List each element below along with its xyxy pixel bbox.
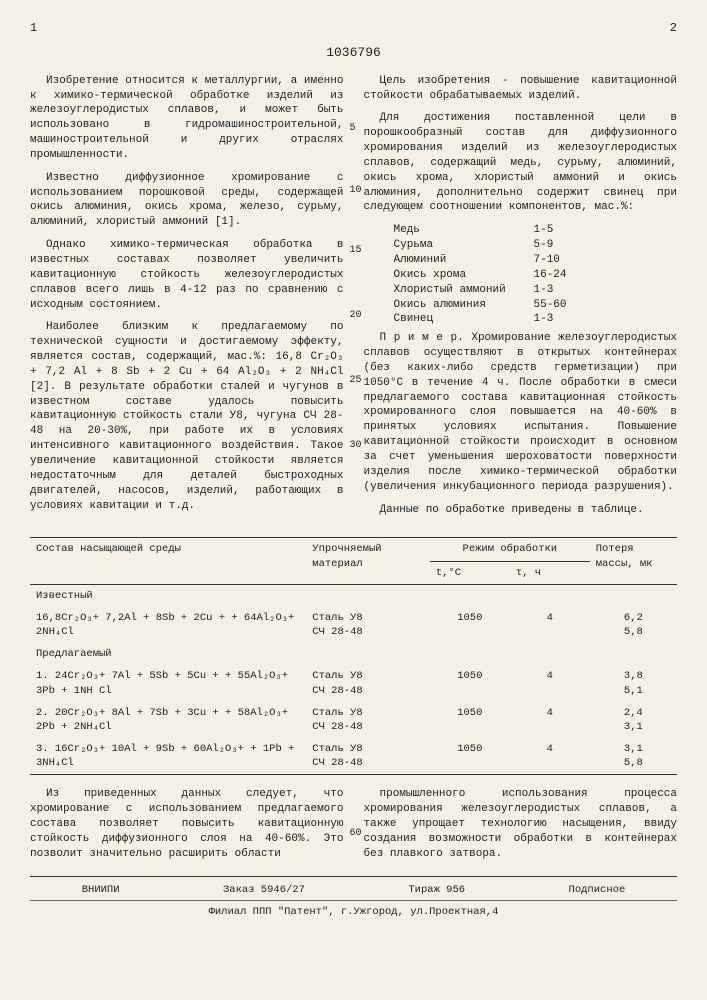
paragraph: Цель изобретения - повышение кавитационн… (364, 74, 678, 104)
cell-formula: 2. 20Cr₂O₃+ 8Al + 7Sb + 3Cu + + 58Al₂O₃+… (30, 702, 306, 738)
footer-line-1: ВНИИПИ Заказ 5946/27 Тираж 956 Подписное (30, 883, 677, 897)
table-row: 16,8Cr₂O₃+ 7,2Al + 8Sb + 2Cu + + 64Al₂O₃… (30, 607, 677, 643)
comp-name: Медь (394, 223, 534, 238)
paragraph: Из приведенных данных следует, что хроми… (30, 787, 344, 861)
comp-val: 1-3 (534, 283, 584, 298)
comp-val: 1-5 (534, 223, 584, 238)
table-section: Известный (30, 584, 677, 607)
line-num: 5 (350, 122, 356, 136)
paragraph: Наиболее близким к предлагаемому по техн… (30, 320, 344, 513)
page-header: 1 2 (30, 20, 677, 36)
line-num: 60 (350, 827, 362, 841)
cell-material: Сталь У8СЧ 28-48 (306, 607, 430, 643)
comp-name: Окись алюминия (394, 298, 534, 313)
paragraph: Известно диффузионное хромирование с исп… (30, 171, 344, 230)
cell-material: Сталь У8СЧ 28-48 (306, 738, 430, 775)
cell-loss: 2,43,1 (590, 702, 677, 738)
cell-loss: 3,85,1 (590, 665, 677, 701)
cell-temp: 1050 (430, 702, 510, 738)
comp-val: 1-3 (534, 312, 584, 327)
th-material: Упрочняемый материал (306, 538, 430, 584)
cell-formula: 1. 24Cr₂O₃+ 7Al + 5Sb + 5Cu + + 55Al₂O₃+… (30, 665, 306, 701)
cell-material: Сталь У8СЧ 28-48 (306, 665, 430, 701)
comp-val: 55-60 (534, 298, 584, 313)
document-number: 1036796 (30, 44, 677, 62)
cell-loss: 3,15,8 (590, 738, 677, 775)
cell-temp: 1050 (430, 738, 510, 775)
imprint-footer: ВНИИПИ Заказ 5946/27 Тираж 956 Подписное… (30, 876, 677, 919)
composition-list: Медь1-5 Сурьма5-9 Алюминий7-10 Окись хро… (394, 223, 678, 327)
bottom-columns: Из приведенных данных следует, что хроми… (30, 787, 677, 861)
column-left: Изобретение относится к металлургии, а и… (30, 74, 344, 526)
line-num: 30 (350, 439, 362, 453)
line-num: 20 (350, 309, 362, 323)
th-temp: t,°С (430, 561, 510, 584)
table-header-row: Состав насыщающей среды Упрочняемый мате… (30, 538, 677, 561)
cell-temp: 1050 (430, 607, 510, 643)
subscription: Подписное (569, 883, 626, 897)
paragraph: Данные по обработке приведены в таблице. (364, 503, 678, 518)
paragraph: Изобретение относится к металлургии, а и… (30, 74, 344, 163)
line-num: 10 (350, 184, 362, 198)
comp-name: Свинец (394, 312, 534, 327)
th-loss: Потеря массы, мк (590, 538, 677, 584)
section-known: Известный (30, 584, 677, 607)
cell-time: 4 (510, 607, 590, 643)
table-section: Предлагаемый (30, 643, 677, 665)
cell-temp: 1050 (430, 665, 510, 701)
cell-formula: 16,8Cr₂O₃+ 7,2Al + 8Sb + 2Cu + + 64Al₂O₃… (30, 607, 306, 643)
line-num: 25 (350, 374, 362, 388)
comp-name: Алюминий (394, 253, 534, 268)
bottom-col-right: промышленного использования процесса хро… (364, 787, 678, 861)
paragraph: Однако химико-термическая обработка в из… (30, 238, 344, 312)
paragraph: промышленного использования процесса хро… (364, 787, 678, 861)
order-no: Заказ 5946/27 (223, 883, 305, 897)
cell-time: 4 (510, 738, 590, 775)
comp-name: Сурьма (394, 238, 534, 253)
cell-time: 4 (510, 702, 590, 738)
paragraph: Для достижения поставленной цели в порош… (364, 111, 678, 215)
comp-name: Окись хрома (394, 268, 534, 283)
comp-val: 16-24 (534, 268, 584, 283)
col-number-right: 2 (670, 20, 677, 36)
bottom-col-left: Из приведенных данных следует, что хроми… (30, 787, 344, 861)
cell-material: Сталь У8СЧ 28-48 (306, 702, 430, 738)
th-composition: Состав насыщающей среды (30, 538, 306, 584)
comp-val: 7-10 (534, 253, 584, 268)
cell-loss: 6,25,8 (590, 607, 677, 643)
section-proposed: Предлагаемый (30, 643, 677, 665)
table-row: 2. 20Cr₂O₃+ 8Al + 7Sb + 3Cu + + 58Al₂O₃+… (30, 702, 677, 738)
line-num: 15 (350, 244, 362, 258)
cell-formula: 3. 16Cr₂O₃+ 10Al + 9Sb + 60Al₂O₃+ + 1Pb … (30, 738, 306, 775)
th-time: τ, ч (510, 561, 590, 584)
main-columns: Изобретение относится к металлургии, а и… (30, 74, 677, 526)
table-row: 3. 16Cr₂O₃+ 10Al + 9Sb + 60Al₂O₃+ + 1Pb … (30, 738, 677, 775)
footer-address: Филиал ППП "Патент", г.Ужгород, ул.Проек… (30, 900, 677, 919)
print-run: Тираж 956 (408, 883, 465, 897)
data-table: Состав насыщающей среды Упрочняемый мате… (30, 537, 677, 775)
th-mode: Режим обработки (430, 538, 590, 561)
comp-name: Хлористый аммоний (394, 283, 534, 298)
col-number-left: 1 (30, 20, 37, 36)
table-row: 1. 24Cr₂O₃+ 7Al + 5Sb + 5Cu + + 55Al₂O₃+… (30, 665, 677, 701)
comp-val: 5-9 (534, 238, 584, 253)
cell-time: 4 (510, 665, 590, 701)
paragraph: П р и м е р. Хромирование железоуглероди… (364, 331, 678, 494)
publisher: ВНИИПИ (82, 883, 120, 897)
column-right: Цель изобретения - повышение кавитационн… (364, 74, 678, 526)
